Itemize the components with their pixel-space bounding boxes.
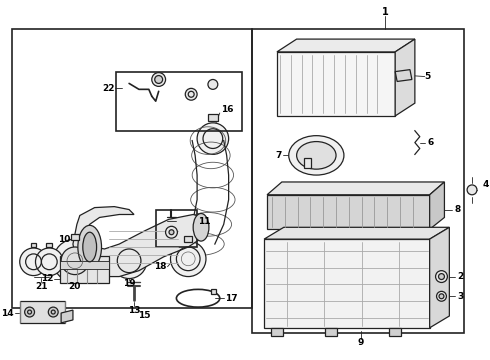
Text: 11: 11 [198, 217, 211, 226]
Polygon shape [271, 328, 283, 336]
Polygon shape [264, 239, 430, 328]
Polygon shape [264, 227, 449, 239]
Circle shape [53, 239, 97, 283]
Text: 20: 20 [69, 282, 81, 291]
Text: 13: 13 [128, 306, 140, 315]
Circle shape [439, 294, 444, 299]
Circle shape [61, 247, 89, 275]
Circle shape [197, 123, 229, 154]
Bar [71, 234, 79, 240]
Ellipse shape [193, 213, 209, 241]
Bar [60, 256, 109, 283]
Polygon shape [267, 182, 444, 195]
Circle shape [171, 241, 206, 276]
Bar [156, 210, 197, 247]
Polygon shape [430, 227, 449, 328]
Polygon shape [277, 39, 415, 52]
Circle shape [437, 291, 446, 301]
Bar [252, 29, 464, 333]
Text: 9: 9 [358, 338, 364, 347]
Circle shape [208, 80, 218, 89]
Circle shape [155, 76, 163, 84]
Circle shape [169, 230, 174, 235]
Text: 10: 10 [58, 235, 70, 244]
Circle shape [20, 248, 48, 276]
Circle shape [436, 271, 447, 283]
Circle shape [111, 243, 147, 279]
Text: 19: 19 [123, 279, 135, 288]
Polygon shape [430, 182, 444, 229]
Circle shape [35, 248, 63, 276]
Bar [47, 243, 52, 247]
Polygon shape [395, 69, 412, 81]
Ellipse shape [83, 232, 97, 262]
Text: 8: 8 [454, 205, 461, 214]
Circle shape [24, 307, 34, 317]
Text: 12: 12 [41, 274, 53, 283]
Circle shape [152, 73, 166, 86]
Bar [12, 29, 252, 308]
Bar [60, 261, 109, 269]
Bar [303, 158, 312, 168]
Bar [211, 289, 216, 294]
Text: 7: 7 [275, 151, 282, 160]
Ellipse shape [78, 225, 101, 269]
Polygon shape [61, 310, 73, 323]
Bar [208, 114, 218, 121]
Text: 17: 17 [225, 294, 237, 303]
Ellipse shape [289, 136, 344, 175]
Text: 2: 2 [457, 272, 464, 281]
Text: 22: 22 [102, 84, 114, 93]
Bar [184, 236, 192, 242]
Text: 3: 3 [457, 292, 464, 301]
Circle shape [166, 226, 177, 238]
Polygon shape [267, 195, 430, 229]
Polygon shape [20, 301, 65, 323]
Bar [30, 243, 36, 247]
Text: 14: 14 [1, 309, 14, 318]
Text: 16: 16 [221, 104, 233, 113]
Circle shape [185, 88, 197, 100]
Text: 15: 15 [138, 311, 150, 320]
Text: 5: 5 [425, 72, 431, 81]
Polygon shape [277, 52, 395, 116]
Polygon shape [325, 328, 337, 336]
Polygon shape [73, 207, 208, 276]
Text: 6: 6 [428, 138, 434, 147]
Text: 4: 4 [483, 180, 489, 189]
Ellipse shape [296, 141, 336, 169]
Circle shape [439, 274, 444, 279]
Bar [116, 72, 243, 131]
Text: 1: 1 [382, 8, 389, 18]
Circle shape [49, 307, 58, 317]
Text: 18: 18 [154, 262, 167, 271]
Circle shape [467, 185, 477, 195]
Polygon shape [395, 39, 415, 116]
Text: 21: 21 [35, 282, 48, 291]
Polygon shape [389, 328, 401, 336]
